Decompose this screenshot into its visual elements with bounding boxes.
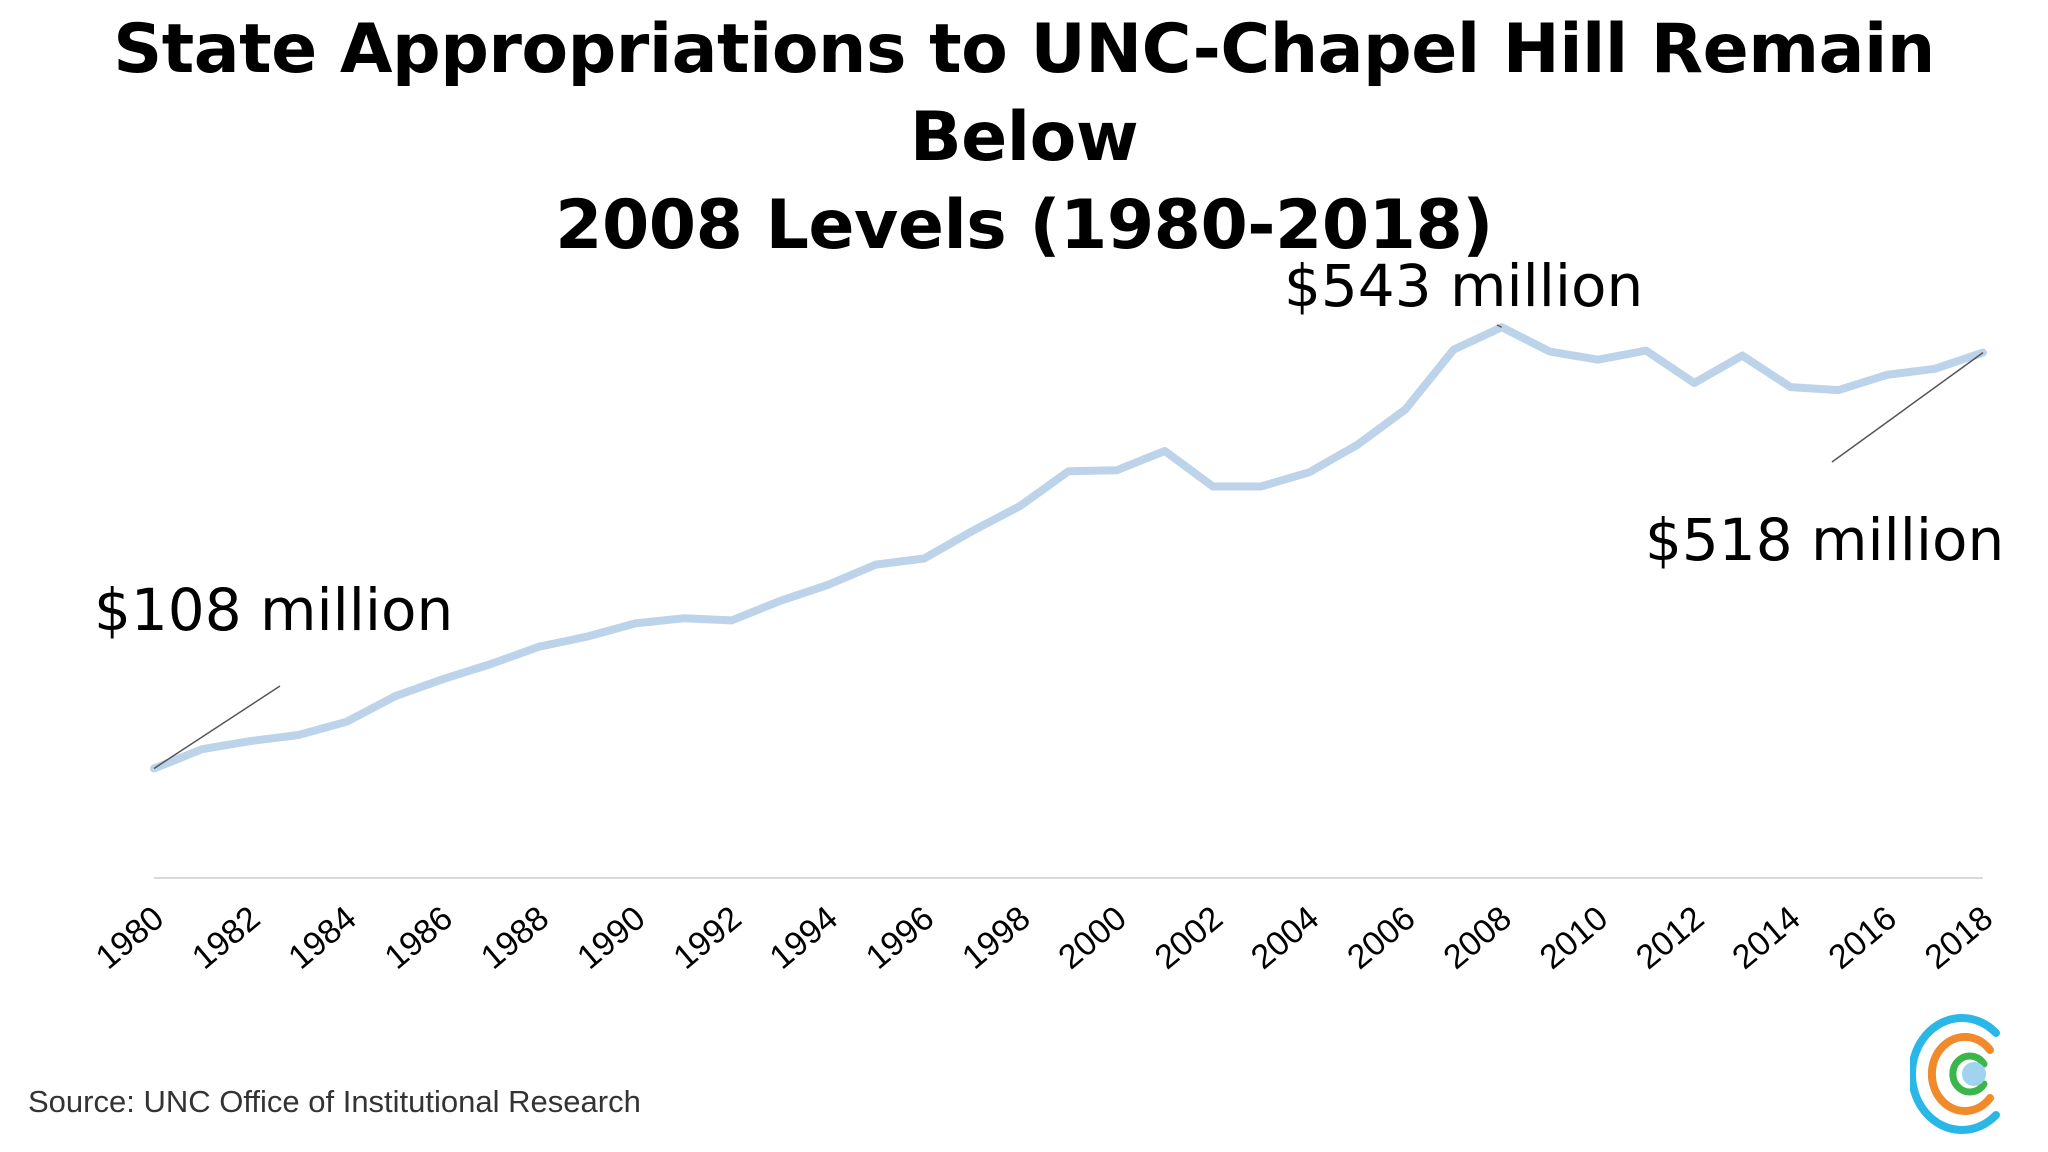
x-tick-label: 2002: [1148, 899, 1230, 977]
x-tick-label: 2006: [1340, 899, 1422, 977]
x-tick-labels: 1980 1982 1984 1986 1988 1990 1992 1994 1996 1998…: [89, 899, 2000, 977]
callout-label: $108 million: [94, 576, 453, 644]
callout-leader-line: [1496, 324, 1503, 328]
callout-label: $543 million: [1284, 252, 1643, 320]
x-tick-label: 1990: [570, 899, 652, 977]
x-tick-label: 1988: [474, 899, 556, 977]
x-tick-label: 2008: [1436, 899, 1518, 977]
x-tick-label: 2010: [1533, 899, 1615, 977]
chart-title-line2: 2008 Levels (1980-2018): [555, 186, 1493, 265]
x-tick-label: 1992: [666, 899, 748, 977]
chart-title-line1: State Appropriations to UNC-Chapel Hill …: [113, 10, 1935, 177]
logo-icon: [1910, 1014, 2000, 1134]
chart-title: State Appropriations to UNC-Chapel Hill …: [0, 6, 2048, 270]
x-tick-label: 2014: [1725, 899, 1807, 977]
callout-leader-line: [153, 685, 281, 770]
source-note: Source: UNC Office of Institutional Rese…: [28, 1084, 641, 1119]
series-line: [150, 323, 1987, 773]
x-tick-label: 1980: [89, 899, 171, 977]
x-tick-label: 2012: [1629, 899, 1711, 977]
callout-label: $518 million: [1645, 506, 2004, 574]
x-tick-label: 1984: [281, 899, 363, 977]
callout-leader-line: [1831, 351, 1984, 463]
x-tick-label: 1998: [955, 899, 1037, 977]
x-tick-label: 2004: [1244, 899, 1326, 977]
x-tick-label: 2016: [1822, 899, 1904, 977]
x-tick-label: 1996: [859, 899, 941, 977]
x-tick-label: 2000: [1051, 899, 1133, 977]
x-tick-label: 1994: [763, 899, 845, 977]
x-tick-label: 1986: [378, 899, 460, 977]
callouts: $108 million $543 million $518 million: [94, 252, 2004, 770]
x-tick-label: 1982: [185, 899, 267, 977]
x-tick-label: 2018: [1918, 899, 2000, 977]
